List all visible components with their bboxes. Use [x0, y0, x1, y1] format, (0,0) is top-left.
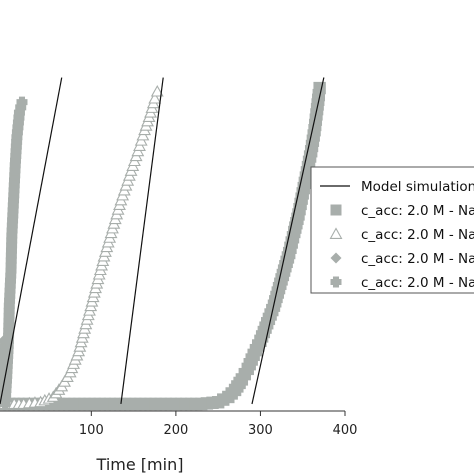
x-axis-label: Time [min]	[96, 455, 184, 474]
plot-area	[0, 77, 326, 411]
series-triangle	[0, 84, 164, 409]
legend-entry: c_acc: 2.0 M - Na	[330, 203, 474, 219]
legend-label: c_acc: 2.0 M - Na	[361, 251, 474, 267]
legend: Model simulation c_acc: 2.0 M - Na c_acc: …	[310, 166, 474, 294]
model-simulation-line	[0, 77, 63, 405]
x-tick-label: 100	[79, 423, 104, 438]
legend-square-swatch	[330, 204, 342, 216]
data-point	[313, 81, 326, 95]
legend-label: c_acc: 2.0 M - Na	[361, 227, 474, 243]
axes: 100 200 300 400 Time [min]	[0, 410, 358, 474]
x-tick-label: 400	[333, 423, 358, 438]
data-point	[150, 84, 164, 97]
legend-diamond-swatch	[330, 252, 342, 264]
model-simulation-line	[251, 77, 325, 405]
legend-label: Model simulation	[361, 179, 474, 195]
legend-entry: c_acc: 2.0 M - Na	[329, 227, 474, 243]
legend-box	[310, 166, 474, 294]
legend-label: c_acc: 2.0 M - Na	[361, 203, 474, 219]
legend-entry: c_acc: 2.0 M - Na	[330, 275, 474, 291]
series-plus	[0, 96, 28, 410]
data-point	[16, 96, 28, 108]
x-tick-label: 300	[248, 423, 273, 438]
legend-triangle-swatch	[329, 227, 343, 239]
x-tick-label: 200	[163, 423, 188, 438]
legend-label: c_acc: 2.0 M - Na	[361, 275, 474, 291]
legend-plus-swatch	[330, 276, 342, 288]
data-point	[148, 91, 162, 104]
legend-entry: Model simulation	[320, 179, 474, 195]
model-simulation-line	[120, 77, 164, 405]
series-square	[0, 81, 326, 411]
legend-entry: c_acc: 2.0 M - Na	[330, 251, 474, 267]
